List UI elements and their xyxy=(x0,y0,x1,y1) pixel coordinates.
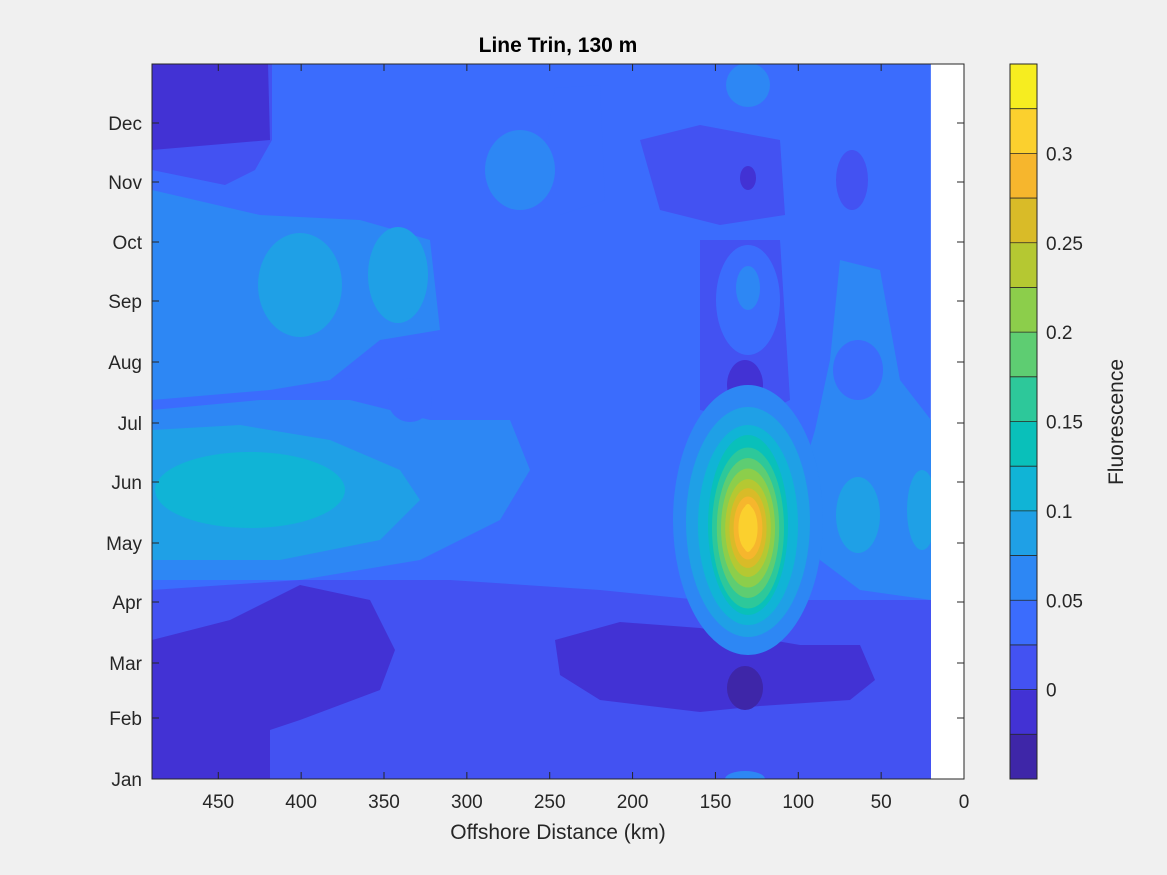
colorbar-level xyxy=(1010,734,1037,780)
contour-field xyxy=(152,64,931,779)
y-tick-label: Jul xyxy=(118,414,142,435)
contour-region xyxy=(741,504,755,552)
contour-region xyxy=(540,85,605,215)
contour-region xyxy=(368,227,428,323)
x-tick-label: 450 xyxy=(202,792,234,813)
colorbar-level xyxy=(1010,198,1037,244)
contour-region xyxy=(736,266,760,310)
x-axis: 450 400 350 300 250 200 150 100 50 0 xyxy=(202,64,969,813)
contour-region xyxy=(727,666,763,710)
colorbar-tick-label: 0.15 xyxy=(1046,413,1083,434)
colorbar-tick-label: 0 xyxy=(1046,681,1057,702)
y-tick-label: Aug xyxy=(108,353,142,374)
x-tick-label: 200 xyxy=(617,792,649,813)
colorbar-label: Fluorescence xyxy=(1105,359,1128,485)
colorbar-level xyxy=(1010,644,1037,691)
colorbar-level xyxy=(1010,287,1037,333)
contour-region xyxy=(833,340,883,400)
contour-region xyxy=(907,470,931,550)
colorbar-level xyxy=(1010,332,1037,378)
y-tick-label: Sep xyxy=(108,292,142,313)
y-tick-label: Nov xyxy=(108,173,142,194)
contour-region xyxy=(800,260,931,600)
chart-title: Line Trin, 130 m xyxy=(479,34,638,57)
colorbar-level xyxy=(1010,421,1037,467)
x-tick-label: 350 xyxy=(368,792,400,813)
colorbar: 0 0.05 0.1 0.15 0.2 0.25 0.3 xyxy=(1009,63,1083,780)
colorbar-tick-label: 0.2 xyxy=(1046,323,1072,344)
colorbar-tick-label: 0.3 xyxy=(1046,144,1072,165)
contour-region xyxy=(640,125,785,225)
contour-region xyxy=(836,150,868,210)
x-tick-label: 0 xyxy=(959,792,970,813)
x-tick-label: 300 xyxy=(451,792,483,813)
contour-region xyxy=(555,622,875,712)
x-tick-label: 50 xyxy=(871,792,892,813)
colorbar-frame xyxy=(1009,63,1038,780)
colorbar-level xyxy=(1010,600,1037,646)
y-tick-label: Mar xyxy=(109,654,142,675)
contour-region xyxy=(740,166,756,190)
colorbar-level xyxy=(1010,108,1037,154)
contour-region xyxy=(210,468,330,512)
colorbar-tick-label: 0.1 xyxy=(1046,502,1072,523)
contour-region xyxy=(152,64,270,150)
colorbar-level xyxy=(1010,689,1037,735)
colorbar-level xyxy=(1010,153,1037,199)
contour-region xyxy=(388,378,432,422)
y-tick-label: Jun xyxy=(111,473,142,494)
contour-region xyxy=(725,771,765,779)
colorbar-level xyxy=(1010,510,1037,557)
y-tick-label: Dec xyxy=(108,114,142,135)
y-tick-label: May xyxy=(106,534,142,555)
colorbar-level xyxy=(1010,555,1037,601)
contour-region xyxy=(726,64,770,107)
y-tick-label: Jan xyxy=(111,770,142,791)
x-axis-label: Offshore Distance (km) xyxy=(450,821,666,844)
x-tick-label: 250 xyxy=(534,792,566,813)
contour-region xyxy=(152,585,395,779)
plot-frame xyxy=(151,63,965,780)
x-tick-label: 100 xyxy=(782,792,814,813)
contour-region xyxy=(485,130,555,210)
y-tick-label: Apr xyxy=(112,593,142,614)
y-tick-label: Feb xyxy=(109,709,142,730)
colorbar-level xyxy=(1010,242,1037,288)
colorbar-level xyxy=(1010,376,1037,422)
contour-region xyxy=(836,477,880,553)
colorbar-level xyxy=(1010,466,1037,512)
colorbar-tick-label: 0.05 xyxy=(1046,591,1083,612)
colorbar-tick-label: 0.25 xyxy=(1046,234,1083,255)
x-tick-label: 400 xyxy=(285,792,317,813)
y-tick-label: Oct xyxy=(112,233,142,254)
y-axis: Jan Feb Mar Apr May Jun Jul Aug Sep Oct Nov Dec xyxy=(106,114,964,791)
x-tick-label: 150 xyxy=(700,792,732,813)
contour-region xyxy=(258,233,342,337)
colorbar-level xyxy=(1010,64,1037,110)
